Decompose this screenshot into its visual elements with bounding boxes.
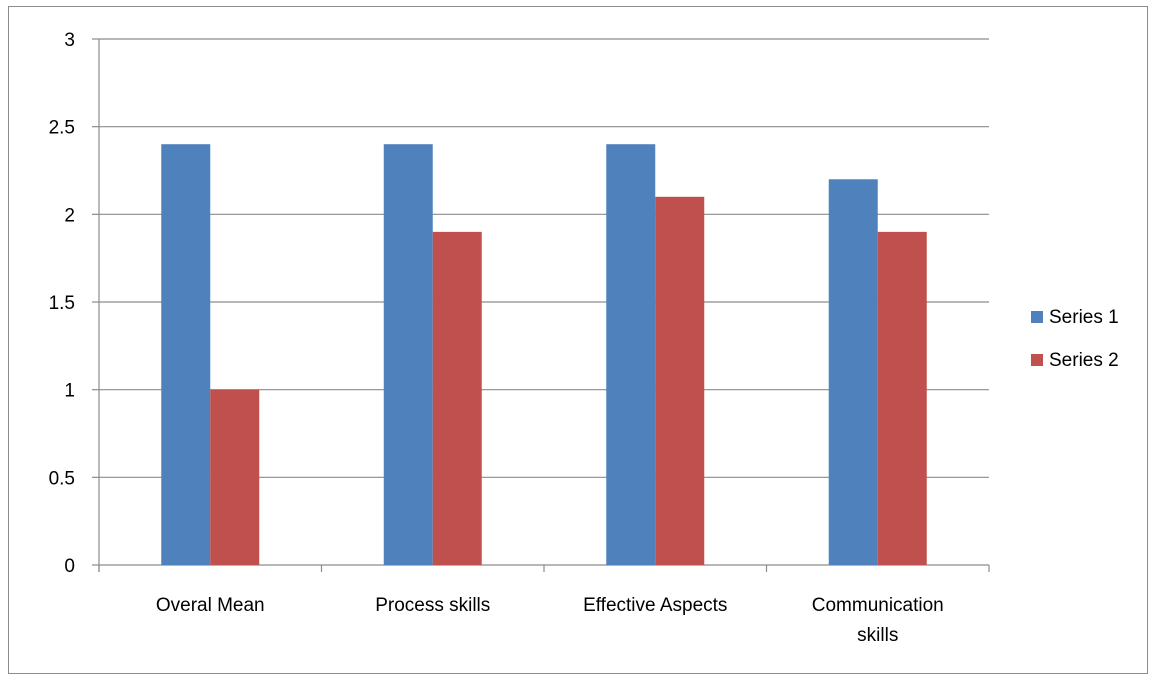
y-tick-label: 1 (64, 381, 75, 402)
bar-2-4 (877, 231, 927, 565)
y-tick-label: 1.5 (49, 293, 75, 314)
bar-2-1 (210, 389, 260, 565)
bar-1-3 (606, 144, 656, 565)
legend-label-1: Series 1 (1049, 307, 1119, 328)
legend-swatch-1 (1031, 311, 1043, 323)
bar-2-2 (432, 231, 482, 565)
bar-2-3 (655, 196, 705, 566)
bar-1-2 (383, 144, 433, 565)
bar-chart: 0 0.5 1 1.5 2 2.5 3 Overal Mean Process skills Ef… (49, 30, 1119, 646)
legend-label-2: Series 2 (1049, 350, 1119, 371)
chart-frame: 0 0.5 1 1.5 2 2.5 3 Overal Mean Process skills Ef… (8, 6, 1148, 674)
legend-swatch-2 (1031, 354, 1043, 366)
y-tick-label: 2 (64, 205, 75, 226)
y-tick-label: 3 (64, 30, 75, 51)
x-category-label: Process skills (375, 595, 490, 616)
x-category-label: Effective Aspects (583, 595, 727, 616)
x-category-label: Overal Mean (156, 595, 265, 616)
x-category-label: Communication (812, 595, 944, 616)
y-tick-label: 0 (64, 556, 75, 577)
y-tick-label: 0.5 (49, 468, 75, 489)
y-tick-label: 2.5 (49, 118, 75, 139)
bar-1-4 (828, 179, 878, 565)
x-category-label: skills (857, 625, 898, 646)
bar-1-1 (161, 144, 211, 565)
